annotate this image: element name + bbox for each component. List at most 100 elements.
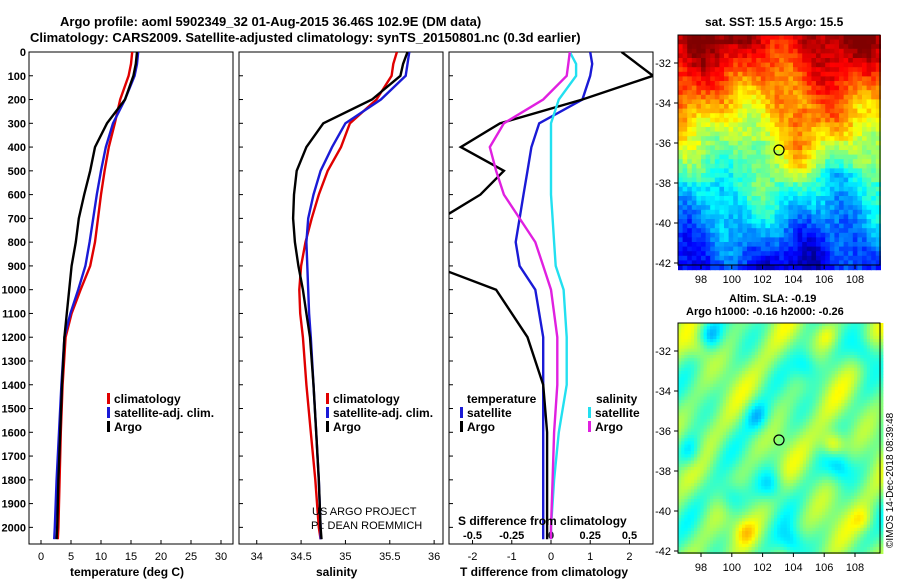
map-cell (690, 329, 695, 334)
map-cell (777, 441, 781, 446)
map-cell (857, 177, 863, 183)
map-cell (756, 159, 762, 165)
map-cell (822, 380, 826, 385)
map-cell (705, 53, 711, 59)
map-cell (871, 58, 877, 64)
map-cell (694, 380, 698, 385)
map-cell (844, 431, 849, 436)
map-cell (866, 358, 871, 362)
map-cell (690, 361, 695, 366)
map-cell (825, 441, 829, 446)
map-cell (764, 387, 769, 391)
map-cell (825, 246, 831, 252)
map-cell (719, 387, 724, 391)
map-cell (745, 351, 749, 356)
map-cell (742, 246, 748, 252)
map-cell (854, 415, 858, 420)
map-cell (797, 39, 803, 45)
map-cell (850, 329, 855, 334)
map-cell (694, 323, 698, 327)
map-cell (866, 371, 871, 375)
map-cell (738, 396, 743, 401)
map-cell (834, 377, 839, 382)
map-cell (876, 435, 881, 439)
map-cell (696, 53, 702, 59)
map-cell (796, 415, 801, 420)
map-cell (687, 345, 692, 350)
map-cell (779, 99, 785, 105)
map-cell (722, 399, 727, 404)
map-cell (802, 223, 808, 229)
map-cell (733, 182, 739, 188)
map-cell (854, 383, 858, 388)
map-cell (703, 441, 708, 446)
map-cell (806, 228, 812, 234)
map-cell (713, 383, 717, 388)
map-cell (682, 44, 688, 50)
map-cell (796, 339, 801, 343)
map-cell (760, 71, 766, 77)
map-cell (761, 351, 765, 356)
map-cell (841, 364, 845, 369)
map-cell (838, 342, 842, 346)
map-cell (828, 332, 833, 337)
map-cell (852, 196, 858, 202)
map-cell (777, 412, 781, 417)
map-cell (834, 136, 840, 142)
map-cell (756, 94, 762, 100)
map-cell (681, 348, 685, 353)
map-cell (687, 441, 692, 446)
map-cell (815, 438, 820, 442)
map-cell (714, 53, 720, 59)
map-cell (783, 361, 788, 366)
map-cell (774, 209, 780, 215)
map-cell (862, 113, 868, 119)
map-cell (815, 342, 820, 346)
x-tick-label: 1 (587, 551, 593, 563)
map-cell (811, 136, 817, 142)
map-cell (690, 428, 695, 433)
map-cell (728, 108, 734, 114)
map-cell (694, 441, 698, 446)
map-cell (815, 367, 820, 372)
map-cell (783, 390, 788, 394)
map-cell (724, 127, 730, 133)
map-cell (742, 393, 746, 398)
map-cell (764, 406, 769, 410)
map-cell (793, 251, 799, 257)
map-cell (793, 425, 797, 430)
map-cell (848, 76, 854, 82)
map-cell (706, 342, 711, 346)
map-cell (857, 223, 863, 229)
map-cell (860, 339, 865, 343)
map-cell (701, 242, 707, 248)
map-cell (703, 396, 708, 401)
map-cell (786, 435, 791, 439)
map-cell (691, 53, 697, 59)
map-cell (722, 364, 727, 369)
map-cell (854, 364, 858, 369)
map-cell (790, 377, 794, 382)
map-cell (687, 342, 692, 346)
map-cell (848, 260, 854, 266)
map-cell (770, 58, 776, 64)
map-cell (678, 39, 684, 45)
map-cell (703, 335, 708, 340)
map-cell (777, 390, 781, 394)
map-cell (728, 94, 734, 100)
map-cell (682, 173, 688, 179)
map-cell (770, 122, 776, 128)
map-cell (866, 339, 871, 343)
map-cell (684, 390, 689, 394)
map-cell (843, 108, 849, 114)
map-cell (866, 81, 872, 87)
map-cell (678, 71, 684, 77)
map-cell (764, 345, 769, 350)
map-cell (822, 339, 826, 343)
map-cell (854, 380, 858, 385)
map-cell (694, 419, 698, 423)
map-cell (716, 332, 721, 337)
map-cell (691, 191, 697, 197)
map-cell (747, 71, 753, 77)
map-cell (834, 168, 840, 174)
